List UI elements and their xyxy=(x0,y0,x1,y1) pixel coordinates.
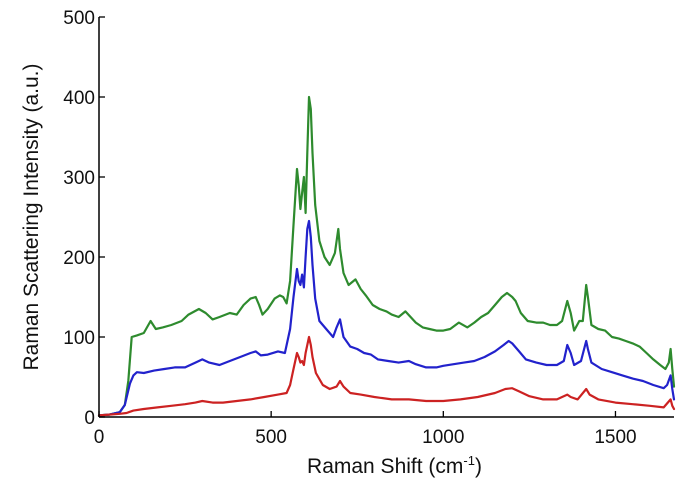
y-tick-label: 500 xyxy=(63,8,95,29)
y-tick-label: 300 xyxy=(63,168,95,189)
series-layer xyxy=(97,95,676,417)
y-tick-label: 200 xyxy=(63,248,95,269)
green-spectrum-line xyxy=(97,95,676,417)
y-tick-label: 100 xyxy=(63,328,95,349)
x-tick-label: 1000 xyxy=(422,427,464,448)
x-tick-label: 1500 xyxy=(594,427,636,448)
y-axis-title: Raman Scattering Intensity (a.u.) xyxy=(20,64,43,371)
x-axis-title-main: Raman Shift (cm xyxy=(307,455,463,478)
red-spectrum-line xyxy=(97,335,676,417)
tick-layer: 0 100 200 300 400 500 0 500 1000 1500 xyxy=(63,8,636,448)
y-tick-label: 400 xyxy=(63,88,95,109)
x-axis-title: Raman Shift (cm-1) xyxy=(307,453,482,478)
x-tick-label: 0 xyxy=(94,427,105,448)
x-tick-label: 500 xyxy=(255,427,287,448)
x-axis-title-end: ) xyxy=(475,455,482,478)
y-tick-label: 0 xyxy=(84,408,95,429)
x-axis-title-superscript: -1 xyxy=(463,453,475,468)
blue-spectrum-line xyxy=(97,219,676,417)
